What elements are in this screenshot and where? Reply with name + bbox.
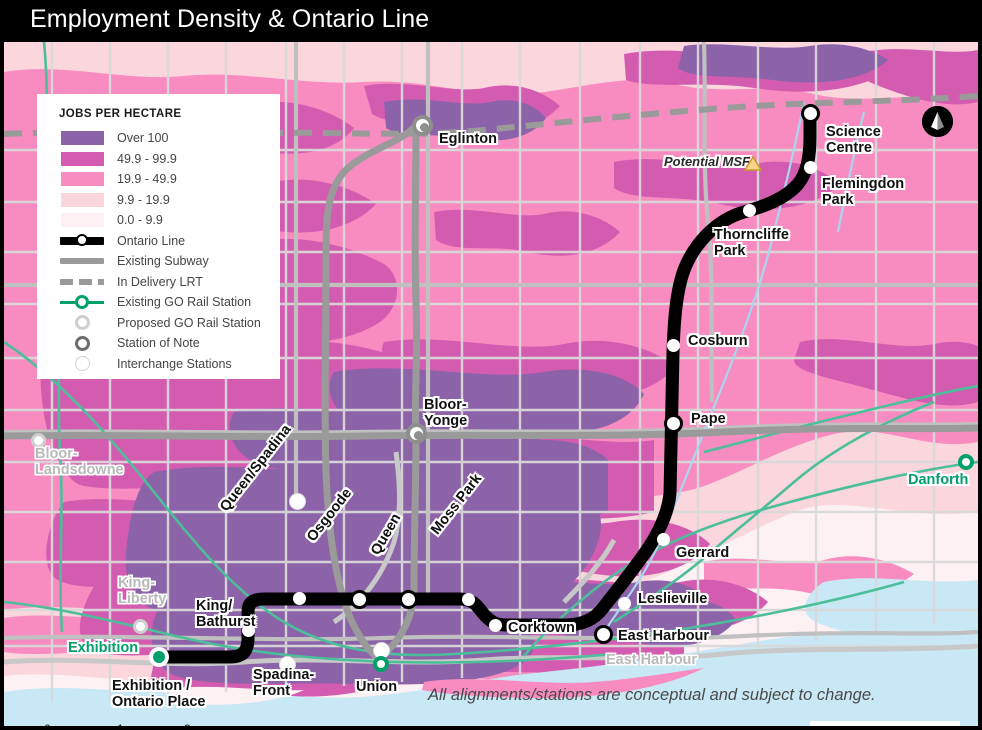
density-swatch-0 xyxy=(59,130,105,146)
station-marker-queen[interactable] xyxy=(398,589,418,609)
interchange-station-icon xyxy=(59,356,105,372)
station-marker-king-liberty[interactable] xyxy=(132,618,148,634)
legend-symbol-row: Interchange Stations xyxy=(59,354,280,375)
label-king-liberty: King- Liberty xyxy=(118,575,167,608)
station-marker-east-harbour[interactable] xyxy=(593,624,613,644)
station-marker-exhibition-ontario-place[interactable] xyxy=(149,647,169,667)
legend-symbol-label-2: In Delivery LRT xyxy=(117,274,203,289)
scale-bar: 0 1 2 km xyxy=(44,722,204,726)
density-label-4: 0.0 - 9.9 xyxy=(117,213,163,228)
legend-symbol-label-4: Proposed GO Rail Station xyxy=(117,315,261,330)
station-marker-eglinton[interactable] xyxy=(411,114,433,136)
in-delivery-lrt-icon xyxy=(59,274,105,290)
legend-density-row: Over 100 xyxy=(59,128,280,149)
station-marker-corktown[interactable] xyxy=(488,618,502,632)
scale-bar-ticks: 0 1 2 km xyxy=(44,722,204,726)
legend-density-row: 49.9 - 99.9 xyxy=(59,149,280,170)
page-title: Employment Density & Ontario Line xyxy=(30,5,430,33)
legend-title: JOBS PER HECTARE xyxy=(59,108,182,120)
label-gerrard: Gerrard xyxy=(676,545,730,561)
disclaimer-text: All alignments/stations are conceptual a… xyxy=(428,686,876,704)
label-spadina-front: Spadina- Front xyxy=(253,667,315,700)
density-swatch-2 xyxy=(59,171,105,187)
legend-panel: JOBS PER HECTARE Over 100 49.9 - 99.9 19… xyxy=(37,94,280,379)
label-east-harbour-station: East Harbour xyxy=(618,628,710,644)
label-union: Union xyxy=(356,679,398,695)
legend-symbol-label-0: Ontario Line xyxy=(117,233,186,248)
legend-symbol-row: In Delivery LRT xyxy=(59,272,280,293)
density-swatch-1 xyxy=(59,151,105,167)
legend-symbol-row: Proposed GO Rail Station xyxy=(59,313,280,334)
title-bar: Employment Density & Ontario Line xyxy=(0,0,982,42)
attribution-line-1: Map produced by Metrolinx on 26/06/2019. xyxy=(482,725,812,726)
label-thorncliffe-park: Thorncliffe Park xyxy=(714,227,789,260)
label-cosburn: Cosburn xyxy=(688,333,748,349)
map-canvas[interactable]: JOBS PER HECTARE Over 100 49.9 - 99.9 19… xyxy=(4,42,978,726)
legend-symbol-label-3: Existing GO Rail Station xyxy=(117,295,252,310)
density-label-2: 19.9 - 49.9 xyxy=(117,172,177,187)
station-marker-leslieville[interactable] xyxy=(617,596,631,610)
station-marker-thorncliffe-park[interactable] xyxy=(742,203,756,217)
station-marker-osgoode[interactable] xyxy=(349,589,369,609)
legend-density-row: 0.0 - 9.9 xyxy=(59,210,280,231)
label-danforth: Danforth xyxy=(908,472,969,488)
legend-symbol-row: Station of Note xyxy=(59,333,280,354)
label-exhibition-ontario-place: Exhibition / Ontario Place xyxy=(112,678,206,711)
station-marker-gerrard[interactable] xyxy=(656,532,670,546)
station-marker-union-go[interactable] xyxy=(373,656,389,672)
station-marker-spadina-front[interactable] xyxy=(278,655,296,673)
station-marker-interchange-north[interactable] xyxy=(288,492,306,510)
scale-tick-2: 2 km xyxy=(184,722,204,726)
map-graphics xyxy=(4,42,978,726)
legend-density-row: 19.9 - 49.9 xyxy=(59,169,280,190)
legend-symbol-row: Existing Subway xyxy=(59,251,280,272)
density-label-1: 49.9 - 99.9 xyxy=(117,151,177,166)
station-marker-pape[interactable] xyxy=(663,413,683,433)
scale-tick-0: 0 xyxy=(44,722,51,726)
label-pape: Pape xyxy=(691,411,726,427)
label-exhibition: Exhibition xyxy=(68,640,139,656)
proposed-go-station-icon xyxy=(59,315,105,331)
station-of-note-icon xyxy=(59,335,105,351)
station-marker-flemingdon-park[interactable] xyxy=(803,160,817,174)
label-corktown: Corktown xyxy=(508,620,575,636)
station-marker-danforth[interactable] xyxy=(958,454,974,470)
legend-symbol-label-6: Interchange Stations xyxy=(117,356,232,371)
density-swatch-3 xyxy=(59,192,105,208)
label-east-harbour-area: East Harbour xyxy=(606,652,698,668)
potential-msf-icon xyxy=(744,155,762,171)
label-king-bathurst: King/ Bathurst xyxy=(196,598,256,631)
label-bloor-yonge: Bloor- Yonge xyxy=(424,397,468,430)
attribution-block: Map produced by Metrolinx on 26/06/2019.… xyxy=(482,725,812,726)
legend-symbol-label-5: Station of Note xyxy=(117,336,200,351)
north-arrow-icon xyxy=(922,106,953,137)
legend-symbol-row: Ontario Line xyxy=(59,231,280,252)
density-label-0: Over 100 xyxy=(117,131,169,146)
label-leslieville: Leslieville xyxy=(638,591,708,607)
station-marker-bloor-yonge[interactable] xyxy=(405,422,427,444)
label-bloor-landsdowne: Bloor- Landsdowne xyxy=(35,446,124,479)
station-marker-science-centre[interactable] xyxy=(800,103,820,123)
label-eglinton: Eglinton xyxy=(439,131,497,147)
density-swatch-4 xyxy=(59,212,105,228)
existing-go-station-icon xyxy=(59,294,105,310)
metrolinx-logo: METROLINX xyxy=(810,721,960,726)
station-marker-moss-park[interactable] xyxy=(461,592,475,606)
existing-subway-icon xyxy=(59,253,105,269)
density-label-3: 9.9 - 19.9 xyxy=(117,192,170,207)
station-marker-bloor-landsdowne[interactable] xyxy=(30,432,46,448)
legend-density-row: 9.9 - 19.9 xyxy=(59,190,280,211)
legend-symbol-label-1: Existing Subway xyxy=(117,254,209,269)
station-marker-cosburn[interactable] xyxy=(666,338,680,352)
station-marker-queen-spadina[interactable] xyxy=(292,591,306,605)
label-science-centre: Science Centre xyxy=(826,124,881,157)
scale-tick-1: 1 xyxy=(117,722,124,726)
potential-msf-label: Potential MSF xyxy=(664,154,750,169)
label-flemingdon-park: Flemingdon Park xyxy=(822,176,905,209)
station-marker-king-bathurst[interactable] xyxy=(241,623,255,637)
ontario-line-icon xyxy=(59,233,105,249)
legend-symbol-row: Existing GO Rail Station xyxy=(59,292,280,313)
